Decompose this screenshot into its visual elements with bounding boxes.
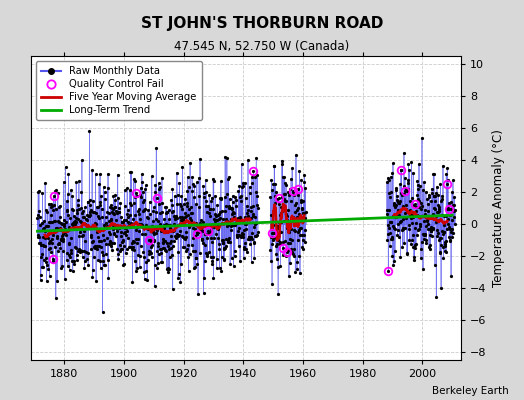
Text: ST JOHN'S THORBURN ROAD: ST JOHN'S THORBURN ROAD bbox=[141, 16, 383, 31]
Legend: Raw Monthly Data, Quality Control Fail, Five Year Moving Average, Long-Term Tren: Raw Monthly Data, Quality Control Fail, … bbox=[37, 61, 202, 120]
Text: 47.545 N, 52.750 W (Canada): 47.545 N, 52.750 W (Canada) bbox=[174, 40, 350, 53]
Y-axis label: Temperature Anomaly (°C): Temperature Anomaly (°C) bbox=[492, 129, 505, 287]
Text: Berkeley Earth: Berkeley Earth bbox=[432, 386, 508, 396]
